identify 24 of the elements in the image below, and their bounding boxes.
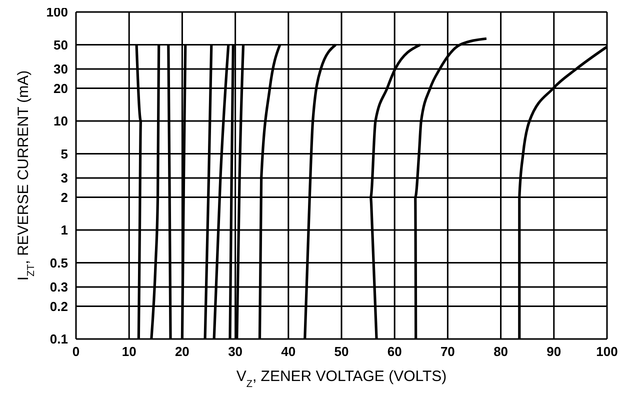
y-tick-label: 5: [60, 146, 68, 162]
x-tick-label: 50: [334, 344, 349, 360]
x-tick-label: 60: [387, 344, 402, 360]
y-tick-label: 50: [54, 37, 68, 52]
y-tick-label: 30: [54, 62, 68, 77]
y-tick-label: 0.2: [50, 298, 68, 314]
y-tick-label: 10: [54, 114, 68, 129]
y-tick-label: 0.3: [50, 280, 68, 295]
x-tick-label: 30: [228, 344, 243, 360]
y-tick-label: 1: [60, 222, 68, 238]
x-tick-label: 80: [494, 344, 508, 360]
x-tick-label: 70: [440, 344, 455, 360]
y-tick-label: 0.5: [50, 255, 68, 270]
x-tick-label: 40: [281, 344, 296, 360]
x-tick-label: 100: [596, 344, 618, 360]
x-tick-label: 0: [72, 344, 80, 360]
x-axis-title: V$_{Z}$, ZENER VOLTAGE (VOLTS): [236, 368, 447, 390]
y-tick-label: 3: [60, 170, 68, 186]
x-tick-label: 90: [546, 344, 562, 360]
x-tick-label: 10: [122, 344, 136, 360]
x-tick-label: 20: [174, 344, 190, 360]
y-tick-label: 0.1: [50, 332, 68, 347]
y-tick-label: 20: [54, 80, 68, 96]
y-tick-label: 2: [60, 190, 68, 205]
